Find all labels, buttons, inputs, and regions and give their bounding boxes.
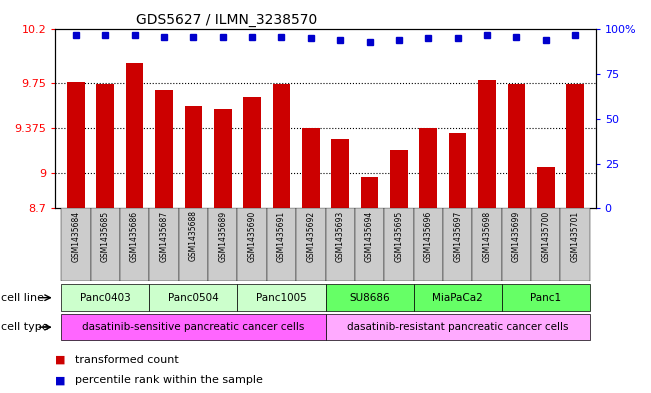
- Bar: [178, 208, 208, 281]
- Bar: [267, 208, 296, 281]
- Text: Panc0504: Panc0504: [168, 293, 219, 303]
- Bar: [566, 84, 584, 208]
- Text: GSM1435687: GSM1435687: [159, 211, 169, 262]
- Bar: [96, 84, 114, 208]
- Bar: [326, 285, 413, 311]
- Bar: [67, 82, 85, 208]
- Text: dasatinib-sensitive pancreatic cancer cells: dasatinib-sensitive pancreatic cancer ce…: [82, 322, 305, 332]
- Bar: [384, 208, 413, 281]
- Bar: [478, 79, 496, 208]
- Bar: [90, 208, 120, 281]
- Text: GSM1435694: GSM1435694: [365, 211, 374, 262]
- Bar: [449, 133, 467, 208]
- Bar: [214, 109, 232, 208]
- Bar: [473, 208, 502, 281]
- Text: GSM1435684: GSM1435684: [72, 211, 80, 262]
- Text: SU8686: SU8686: [349, 293, 390, 303]
- Bar: [502, 285, 590, 311]
- Bar: [355, 208, 384, 281]
- Text: GSM1435686: GSM1435686: [130, 211, 139, 262]
- Bar: [149, 285, 238, 311]
- Text: GDS5627 / ILMN_3238570: GDS5627 / ILMN_3238570: [137, 13, 318, 27]
- Text: transformed count: transformed count: [75, 355, 178, 365]
- Bar: [296, 208, 326, 281]
- Text: GSM1435695: GSM1435695: [395, 211, 404, 262]
- Bar: [61, 285, 149, 311]
- Text: Panc0403: Panc0403: [80, 293, 131, 303]
- Bar: [508, 84, 525, 208]
- Bar: [120, 208, 149, 281]
- Bar: [502, 208, 531, 281]
- Bar: [238, 208, 267, 281]
- Text: cell line: cell line: [1, 293, 44, 303]
- Bar: [208, 208, 238, 281]
- Bar: [390, 150, 408, 208]
- Text: percentile rank within the sample: percentile rank within the sample: [75, 375, 263, 385]
- Text: cell type: cell type: [1, 322, 48, 332]
- Bar: [149, 208, 178, 281]
- Bar: [302, 129, 320, 208]
- Text: MiaPaCa2: MiaPaCa2: [432, 293, 483, 303]
- Text: GSM1435696: GSM1435696: [424, 211, 433, 262]
- Text: GSM1435691: GSM1435691: [277, 211, 286, 262]
- Bar: [561, 208, 590, 281]
- Text: GSM1435699: GSM1435699: [512, 211, 521, 262]
- Text: GSM1435700: GSM1435700: [541, 211, 550, 262]
- Text: GSM1435688: GSM1435688: [189, 211, 198, 261]
- Text: GSM1435690: GSM1435690: [247, 211, 256, 262]
- Bar: [184, 106, 202, 208]
- Text: GSM1435689: GSM1435689: [218, 211, 227, 262]
- Bar: [126, 63, 143, 208]
- Bar: [326, 208, 355, 281]
- Text: GSM1435697: GSM1435697: [453, 211, 462, 262]
- Text: dasatinib-resistant pancreatic cancer cells: dasatinib-resistant pancreatic cancer ce…: [347, 322, 568, 332]
- Bar: [331, 139, 349, 208]
- Bar: [361, 177, 378, 208]
- Bar: [537, 167, 555, 208]
- Bar: [61, 314, 326, 340]
- Bar: [326, 314, 590, 340]
- Bar: [443, 208, 473, 281]
- Text: GSM1435701: GSM1435701: [571, 211, 579, 262]
- Text: ■: ■: [55, 375, 66, 385]
- Bar: [531, 208, 561, 281]
- Bar: [61, 208, 90, 281]
- Text: Panc1: Panc1: [530, 293, 561, 303]
- Bar: [413, 285, 502, 311]
- Text: GSM1435698: GSM1435698: [482, 211, 492, 262]
- Text: GSM1435693: GSM1435693: [336, 211, 344, 262]
- Bar: [155, 90, 173, 208]
- Text: Panc1005: Panc1005: [256, 293, 307, 303]
- Bar: [419, 129, 437, 208]
- Text: GSM1435685: GSM1435685: [101, 211, 110, 262]
- Bar: [238, 285, 326, 311]
- Text: GSM1435692: GSM1435692: [307, 211, 315, 262]
- Bar: [413, 208, 443, 281]
- Bar: [273, 84, 290, 208]
- Text: ■: ■: [55, 355, 66, 365]
- Bar: [243, 97, 261, 208]
